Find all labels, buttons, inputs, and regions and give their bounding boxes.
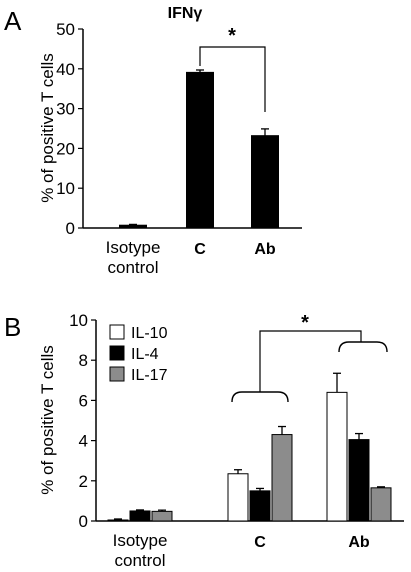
- panel-b-group-brace-c: [231, 391, 289, 403]
- panel-b-label: B: [4, 312, 21, 342]
- panel-b-bar-il-17: [151, 510, 173, 522]
- panel-a-y-tick-label: 40: [56, 60, 75, 79]
- panel-b-significance-bracket: [259, 330, 362, 392]
- panel-b-legend-swatch: [109, 345, 125, 361]
- panel-b-legend-swatch: [109, 324, 125, 340]
- panel-a-y-tick-label: 0: [66, 219, 75, 238]
- panel-b-y-tick-label: 4: [79, 432, 88, 451]
- panel-a-title: IFNγ: [168, 5, 203, 22]
- panel-b-ylabel: % of positive T cells: [38, 345, 57, 495]
- panel-a-y-tick-label: 30: [56, 100, 75, 119]
- panel-a-category-label: Isotype: [106, 238, 161, 257]
- panel-a-category-label: C: [194, 241, 206, 258]
- panel-b-legend-label: IL-10: [131, 325, 168, 342]
- panel-a-y-tick-label: 10: [56, 179, 75, 198]
- panel-b-legend-swatch: [109, 366, 125, 382]
- panel-b-category-label: Ab: [348, 534, 370, 551]
- panel-a-bar: [251, 135, 279, 229]
- panel-b-legend-label: IL-17: [131, 367, 168, 384]
- panel-a-significance-bracket: [199, 46, 266, 112]
- panel-a-label: A: [4, 6, 22, 36]
- panel-a-y-tick-label: 20: [56, 139, 75, 158]
- panel-b-bar-il-10: [326, 391, 348, 522]
- panel-b-significance-star: *: [301, 312, 309, 334]
- panel-a-category-label: Ab: [254, 241, 276, 258]
- panel-a-y-tick-label: 50: [56, 20, 75, 39]
- panel-b-bar-il-10: [227, 473, 249, 522]
- panel-b-y-tick-label: 0: [79, 512, 88, 531]
- panel-b-group-brace-ab: [338, 341, 388, 353]
- panel-b-bar-il-17: [271, 434, 293, 522]
- panel-b-y-tick-label: 6: [79, 391, 88, 410]
- panel-b-bar-il-4: [129, 510, 151, 522]
- panel-b-y-tick-label: 2: [79, 472, 88, 491]
- panel-b-category-label: control: [114, 551, 165, 570]
- panel-b-bar-il-4: [249, 490, 271, 522]
- panel-b-bar-il-10: [107, 519, 129, 522]
- panel-b-bar-il-4: [348, 439, 370, 522]
- panel-b-y-tick-label: 8: [79, 351, 88, 370]
- panel-a-bar: [186, 71, 214, 229]
- panel-a-category-label: control: [107, 258, 158, 277]
- panel-b-category-label: C: [254, 534, 266, 551]
- panel-b-legend-label: IL-4: [131, 346, 159, 363]
- panel-a-bar: [119, 224, 147, 229]
- panel-a-ylabel: % of positive T cells: [38, 53, 57, 203]
- panel-b-bar-il-17: [370, 487, 392, 522]
- panel-b-category-label: Isotype: [113, 531, 168, 550]
- panel-a-significance-star: *: [228, 25, 236, 47]
- panel-b-y-tick-label: 10: [69, 311, 88, 330]
